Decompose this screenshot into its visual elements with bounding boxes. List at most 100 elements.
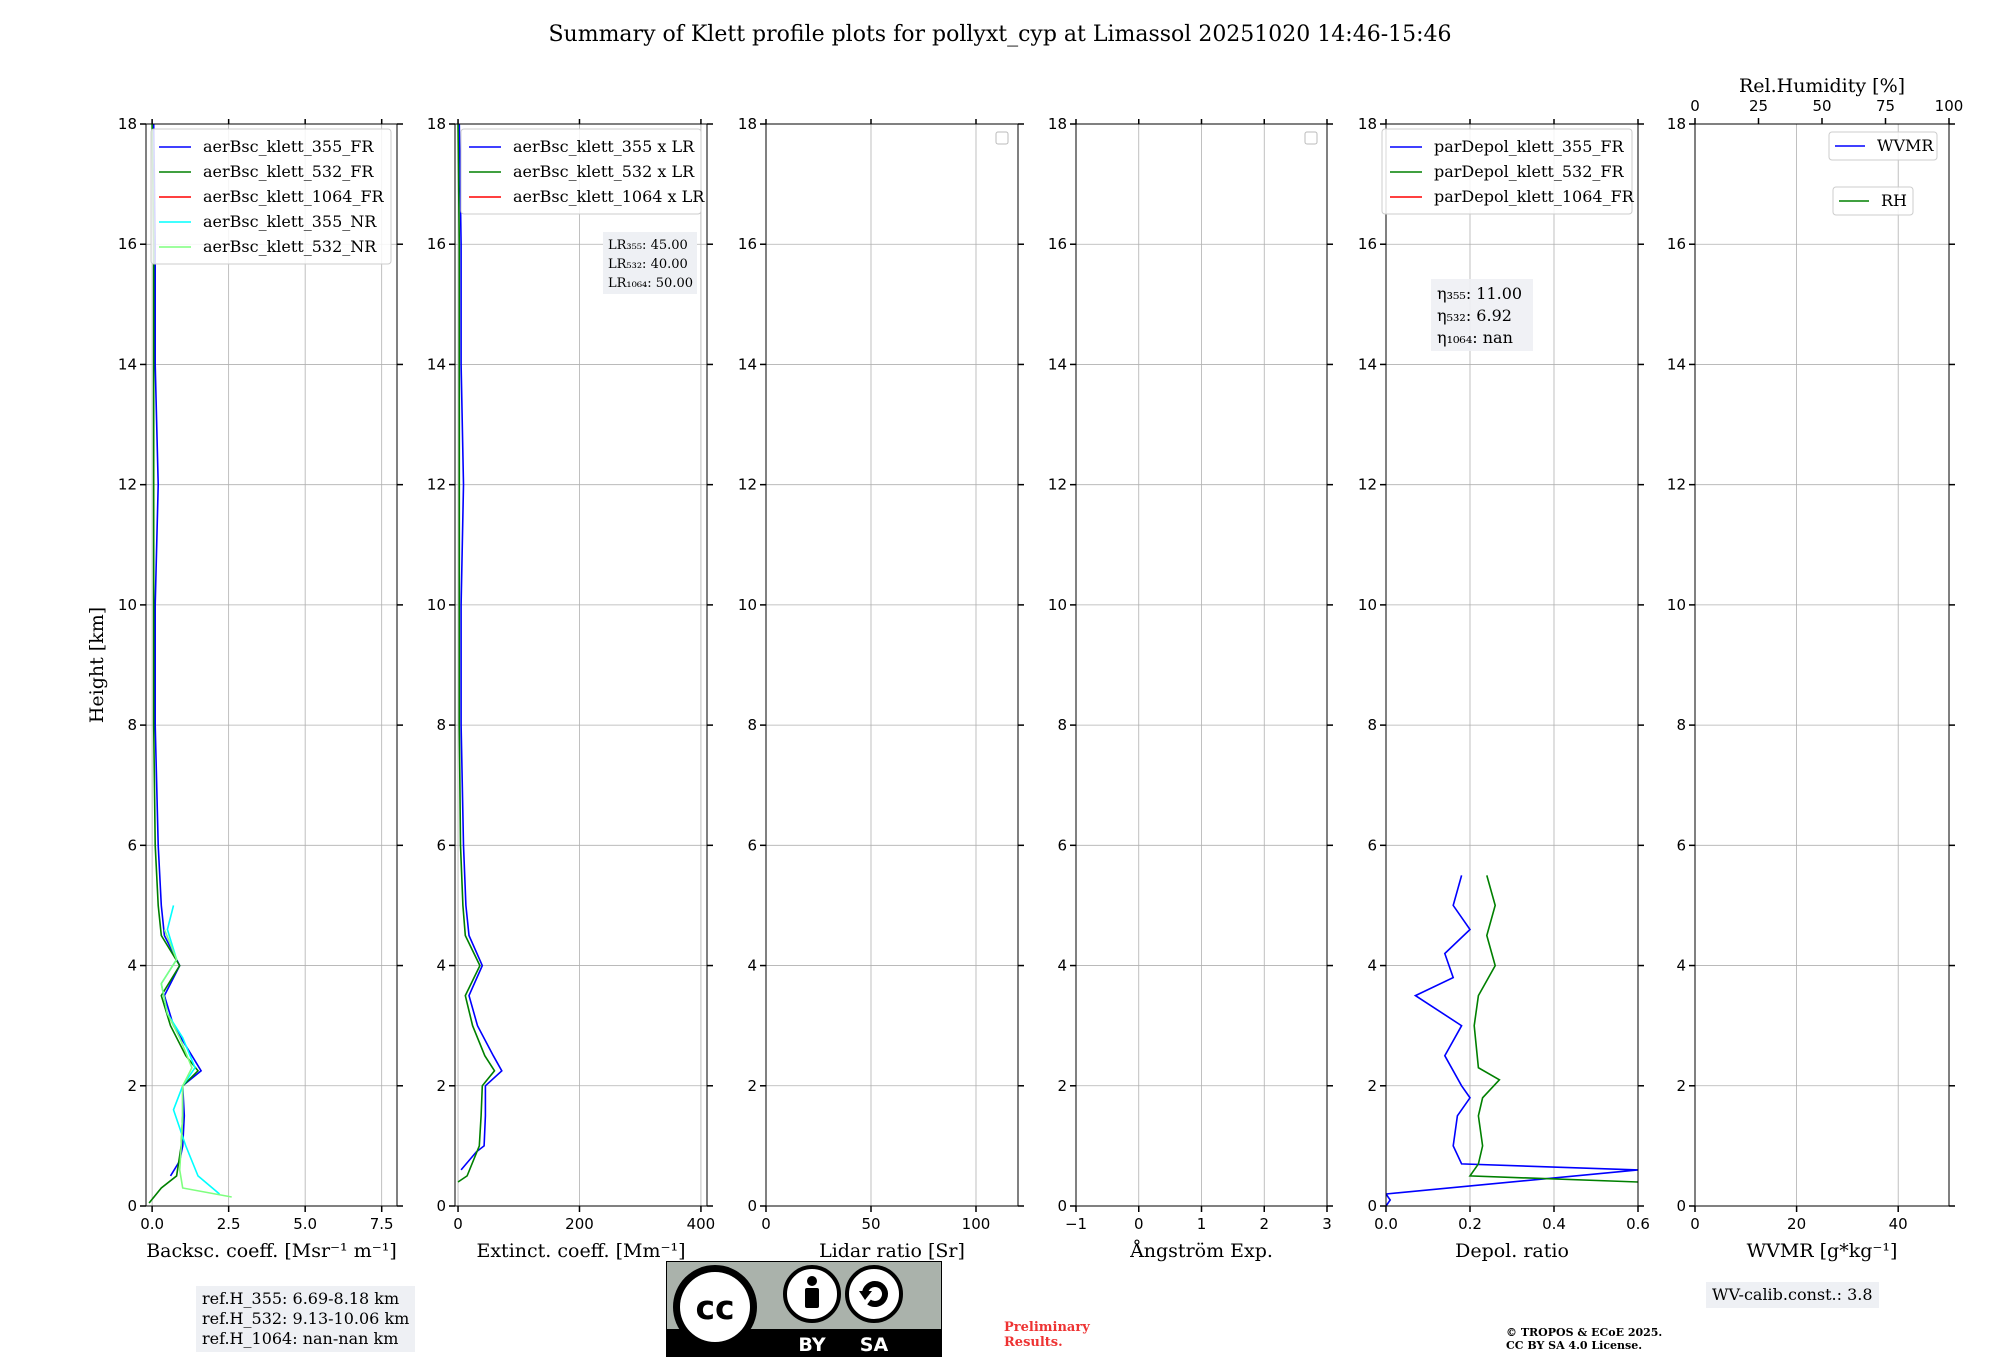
x-tick-label: 1 (1197, 1215, 1207, 1233)
y-tick-label: 6 (747, 836, 757, 854)
y-tick-label: 18 (1048, 115, 1067, 133)
y-tick-label: 10 (118, 596, 137, 614)
y-tick-label: 2 (747, 1077, 757, 1095)
x-tick-label: 100 (962, 1215, 991, 1233)
legend-entry: aerBsc_klett_532_NR (203, 237, 377, 256)
legend-label: RH (1881, 191, 1907, 210)
empty-legend (995, 131, 1009, 145)
y-tick-label: 0 (127, 1197, 137, 1215)
x-tick-label: 200 (565, 1215, 594, 1233)
y-tick-label: 4 (436, 957, 446, 975)
legend-box (460, 128, 702, 215)
axes-frame (765, 123, 1019, 1207)
x-axis-label: Depol. ratio (1455, 1240, 1569, 1262)
y-tick-label: 6 (436, 836, 446, 854)
y-tick-label: 12 (1358, 476, 1377, 494)
legend-box (1381, 128, 1633, 215)
y-tick-label: 8 (1676, 716, 1686, 734)
y-tick-label: 10 (1667, 596, 1686, 614)
legend-backscatter: aerBsc_klett_355_FR aerBsc_klett_532_FRae… (150, 128, 392, 265)
y-tick-label: 12 (1048, 476, 1067, 494)
y-tick-label: 0 (1057, 1197, 1067, 1215)
legend-entry: aerBsc_klett_355 x LR (513, 137, 695, 156)
cc-by-label: BY (798, 1334, 825, 1356)
x-axis-label: WVMR [g*kg⁻¹] (1747, 1240, 1898, 1262)
panel-lidar-ratio: 0 2 4 6 8 10 12 14 16 18 0 50 100 Lidar ratio [Sr] (738, 115, 1024, 1262)
x-tick-label: 3 (1322, 1215, 1332, 1233)
axes-frame (145, 123, 398, 1207)
y-tick-label: 16 (738, 235, 757, 253)
y-tick-label: 16 (118, 235, 137, 253)
ref-height-532: ref.H_532: 9.13-10.06 km (202, 1309, 410, 1328)
y-tick-label: 16 (1358, 235, 1377, 253)
x-axis-label: Backsc. coeff. [Msr⁻¹ m⁻¹] (146, 1240, 397, 1262)
y-tick-label: 14 (427, 355, 446, 373)
legend-entry: aerBsc_klett_532_FR (203, 162, 374, 181)
y-tick-label: 18 (118, 115, 137, 133)
y-tick-label: 14 (1667, 355, 1686, 373)
rh-tick-label: 100 (1935, 97, 1964, 115)
y-tick-label: 12 (427, 476, 446, 494)
x-tick-label: 5.0 (293, 1215, 317, 1233)
x-tick-label: 0.0 (1374, 1215, 1398, 1233)
x-axis-label: Extinct. coeff. [Mm⁻¹] (476, 1240, 685, 1262)
lidar-ratio-text: LR₅₃₂: 40.00 (608, 257, 688, 272)
x-tick-label: 400 (687, 1215, 716, 1233)
figure-title: Summary of Klett profile plots for polly… (548, 22, 1452, 47)
y-tick-label: 8 (436, 716, 446, 734)
y-tick-label: 16 (1048, 235, 1067, 253)
wv-calibration-box: WV-calib.const.: 3.8 (1706, 1282, 1879, 1308)
x-axis-label: Ångström Exp. (1129, 1240, 1273, 1262)
y-tick-label: 0 (1367, 1197, 1377, 1215)
y-tick-label: 8 (1057, 716, 1067, 734)
y-tick-label: 2 (436, 1077, 446, 1095)
y-tick-label: 4 (1057, 957, 1067, 975)
y-tick-label: 18 (1667, 115, 1686, 133)
y-tick-label: 6 (1367, 836, 1377, 854)
series-line-aerBsc_klett_532 x LR (457, 124, 496, 1183)
panel-depolarization: 0 2 4 6 8 10 12 14 16 18 0.0 0.2 0.4 0.6 Depol. ratio p… (1358, 115, 1650, 1262)
rh-tick-label: 0 (1690, 97, 1700, 115)
series-line-aerBsc_klett_355_FR (152, 124, 203, 1177)
eta-text: η₅₃₂: 6.92 (1437, 306, 1512, 325)
series-line-aerBsc_klett_532_NR (160, 929, 232, 1198)
y-tick-label: 4 (127, 957, 137, 975)
x-tick-label: 0.2 (1458, 1215, 1482, 1233)
legend-entry: parDepol_klett_1064_FR (1434, 187, 1635, 206)
y-tick-label: 2 (1367, 1077, 1377, 1095)
y-tick-label: 2 (1057, 1077, 1067, 1095)
y-tick-label: 4 (747, 957, 757, 975)
axes-frame (1385, 123, 1639, 1207)
reference-heights-box: ref.H_355: 6.69-8.18 km ref.H_532: 9.13-… (196, 1286, 416, 1352)
x-axis-label: Lidar ratio [Sr] (819, 1240, 965, 1262)
y-tick-label: 12 (1667, 476, 1686, 494)
series-line-parDepol_klett_532_FR (1468, 875, 1638, 1183)
legend-entry: parDepol_klett_532_FR (1434, 162, 1625, 181)
y-tick-label: 6 (1676, 836, 1686, 854)
legend-entry: aerBsc_klett_1064_FR (203, 187, 385, 206)
cc-license-logo: cc BY SA (666, 1261, 942, 1357)
x-tick-label: 0 (761, 1215, 771, 1233)
eta-text: η₁₀₆₄: nan (1437, 328, 1513, 347)
y-tick-label: 4 (1676, 957, 1686, 975)
legend-entry: aerBsc_klett_355_FR (203, 137, 374, 156)
legend-label: WVMR (1877, 136, 1934, 155)
copyright-notice: © TROPOS & ECoE 2025. CC BY SA 4.0 Licen… (1506, 1326, 1663, 1352)
lidar-ratio-text: LR₁₀₆₄: 50.00 (608, 276, 693, 291)
y-tick-label: 6 (1057, 836, 1067, 854)
legend-extinction: aerBsc_klett_355 x LR aerBsc_klett_532 x … (460, 128, 705, 215)
svg-text:cc: cc (695, 1288, 734, 1327)
x-tick-label: 40 (1889, 1215, 1908, 1233)
y-tick-label: 0 (747, 1197, 757, 1215)
y-tick-label: 0 (1676, 1197, 1686, 1215)
empty-legend (1304, 131, 1318, 145)
y-tick-label: 0 (436, 1197, 446, 1215)
legend-box (150, 128, 392, 265)
y-tick-label: 18 (427, 115, 446, 133)
legend-depolarization: parDepol_klett_355_FR parDepol_klett_532_… (1381, 128, 1635, 215)
x-tick-label: 2.5 (217, 1215, 241, 1233)
eta-box (1431, 279, 1533, 351)
x-tick-label: 50 (861, 1215, 880, 1233)
